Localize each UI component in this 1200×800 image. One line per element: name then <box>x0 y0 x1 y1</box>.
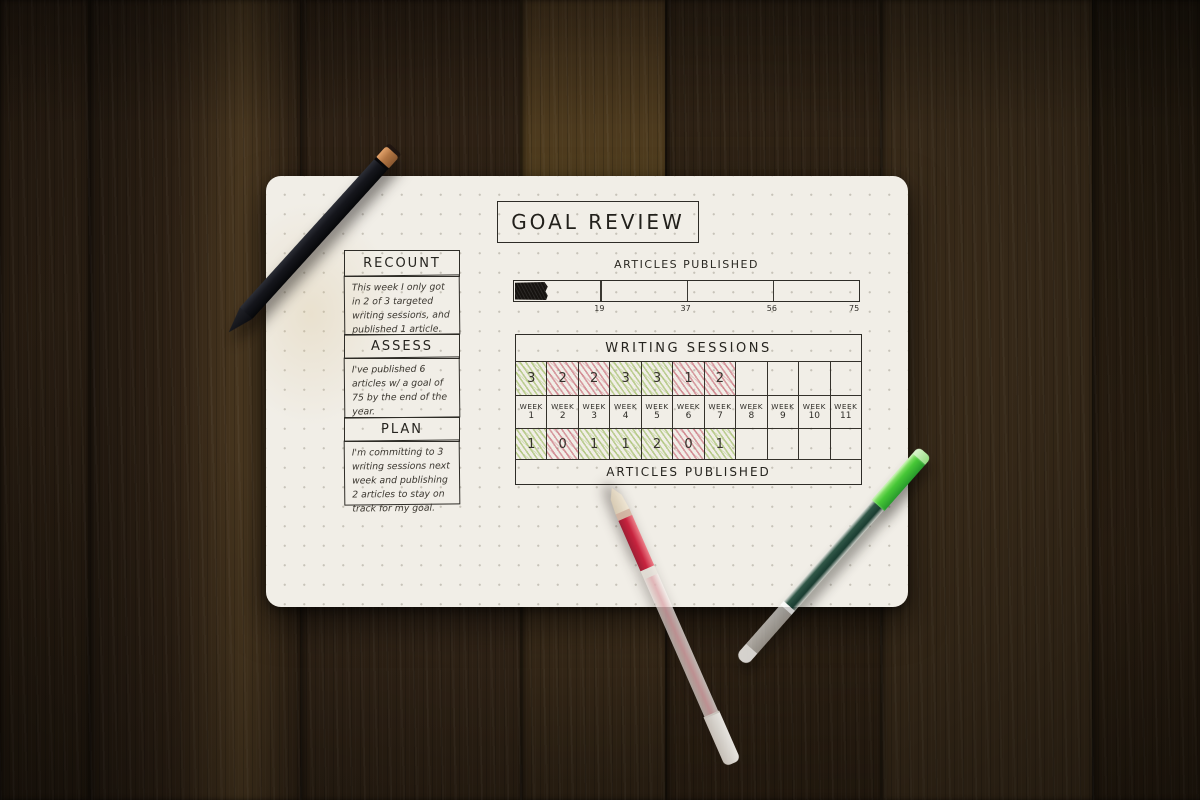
session-cell: 3 <box>640 362 673 395</box>
session-cell <box>766 362 798 395</box>
sessions-values-row: 3 2 2 3 3 1 2 <box>516 361 861 395</box>
article-cell: 0 <box>672 429 704 459</box>
week-cell: WEEK 9 <box>766 396 798 428</box>
progress-tick-label: 75 <box>849 304 860 313</box>
wood-plank <box>0 0 88 800</box>
progress-tick-label: 19 <box>594 304 605 313</box>
week-cell: WEEK 8 <box>735 396 766 428</box>
week-cell: WEEK 10 <box>798 396 829 428</box>
articles-values-row: 1 0 1 1 2 0 1 <box>516 428 861 459</box>
assess-heading: ASSESS <box>344 333 460 359</box>
notebook-page: GOAL REVIEW RECOUNT This week I only got… <box>266 176 908 607</box>
progress-tick-label: 56 <box>766 304 777 313</box>
week-cell: WEEK 11 <box>829 396 861 428</box>
article-cell: 1 <box>577 429 610 459</box>
articles-progress-bar: 19 37 56 75 <box>513 280 860 313</box>
article-cell <box>735 429 766 459</box>
tracker-title: WRITING SESSIONS <box>605 340 772 356</box>
progress-tick-label: 37 <box>680 304 691 313</box>
progress-tick <box>600 281 602 301</box>
week-cell: WEEK 4 <box>609 396 640 428</box>
week-cell: WEEK 6 <box>672 396 703 428</box>
session-cell: 1 <box>672 362 704 395</box>
article-cell: 1 <box>516 429 547 459</box>
article-cell <box>766 429 798 459</box>
article-cell: 1 <box>609 429 641 459</box>
week-cell: WEEK 1 <box>519 401 543 422</box>
tracker-footer-label: ARTICLES PUBLISHED <box>516 459 861 484</box>
wood-plank <box>1092 0 1200 800</box>
progress-fill-scribble <box>515 282 548 300</box>
week-cell: WEEK 7 <box>703 396 735 428</box>
session-cell: 3 <box>516 362 547 395</box>
article-cell <box>829 429 861 459</box>
week-cell: WEEK 2 <box>546 396 577 428</box>
week-cell: WEEK 3 <box>577 396 609 428</box>
session-cell <box>829 362 861 395</box>
assess-note: I've published 6 articles w/ a goal of 7… <box>343 356 461 419</box>
article-cell <box>798 429 829 459</box>
week-cell: WEEK 5 <box>640 396 672 428</box>
session-cell: 2 <box>577 362 610 395</box>
session-cell: 3 <box>609 362 641 395</box>
review-sections: RECOUNT This week I only got in 2 of 3 t… <box>343 250 461 514</box>
recount-heading: RECOUNT <box>344 250 460 277</box>
goal-review-title-box: GOAL REVIEW <box>497 201 699 243</box>
session-cell <box>735 362 766 395</box>
article-cell: 2 <box>640 429 673 459</box>
session-cell: 2 <box>546 362 578 395</box>
plan-heading: PLAN <box>344 416 460 442</box>
article-cell: 1 <box>703 429 736 459</box>
session-cell <box>798 362 829 395</box>
recount-note: This week I only got in 2 of 3 targeted … <box>343 274 461 337</box>
page-title: GOAL REVIEW <box>511 210 685 234</box>
plan-note: I'm committing to 3 writing sessions nex… <box>343 439 461 514</box>
session-cell: 2 <box>703 362 736 395</box>
week-labels-row: WEEK 1 WEEK 2 WEEK 3 WEEK 4 WEEK 5 WEEK 6 WEEK… <box>516 395 861 428</box>
wood-plank <box>880 0 1094 800</box>
article-cell: 0 <box>546 429 578 459</box>
writing-sessions-tracker: WRITING SESSIONS 3 2 2 3 3 1 2 WEEK 1 WEE… <box>515 334 862 485</box>
progress-tick <box>686 281 688 301</box>
progress-bar-title: ARTICLES PUBLISHED <box>614 258 759 271</box>
progress-tick <box>772 281 775 301</box>
